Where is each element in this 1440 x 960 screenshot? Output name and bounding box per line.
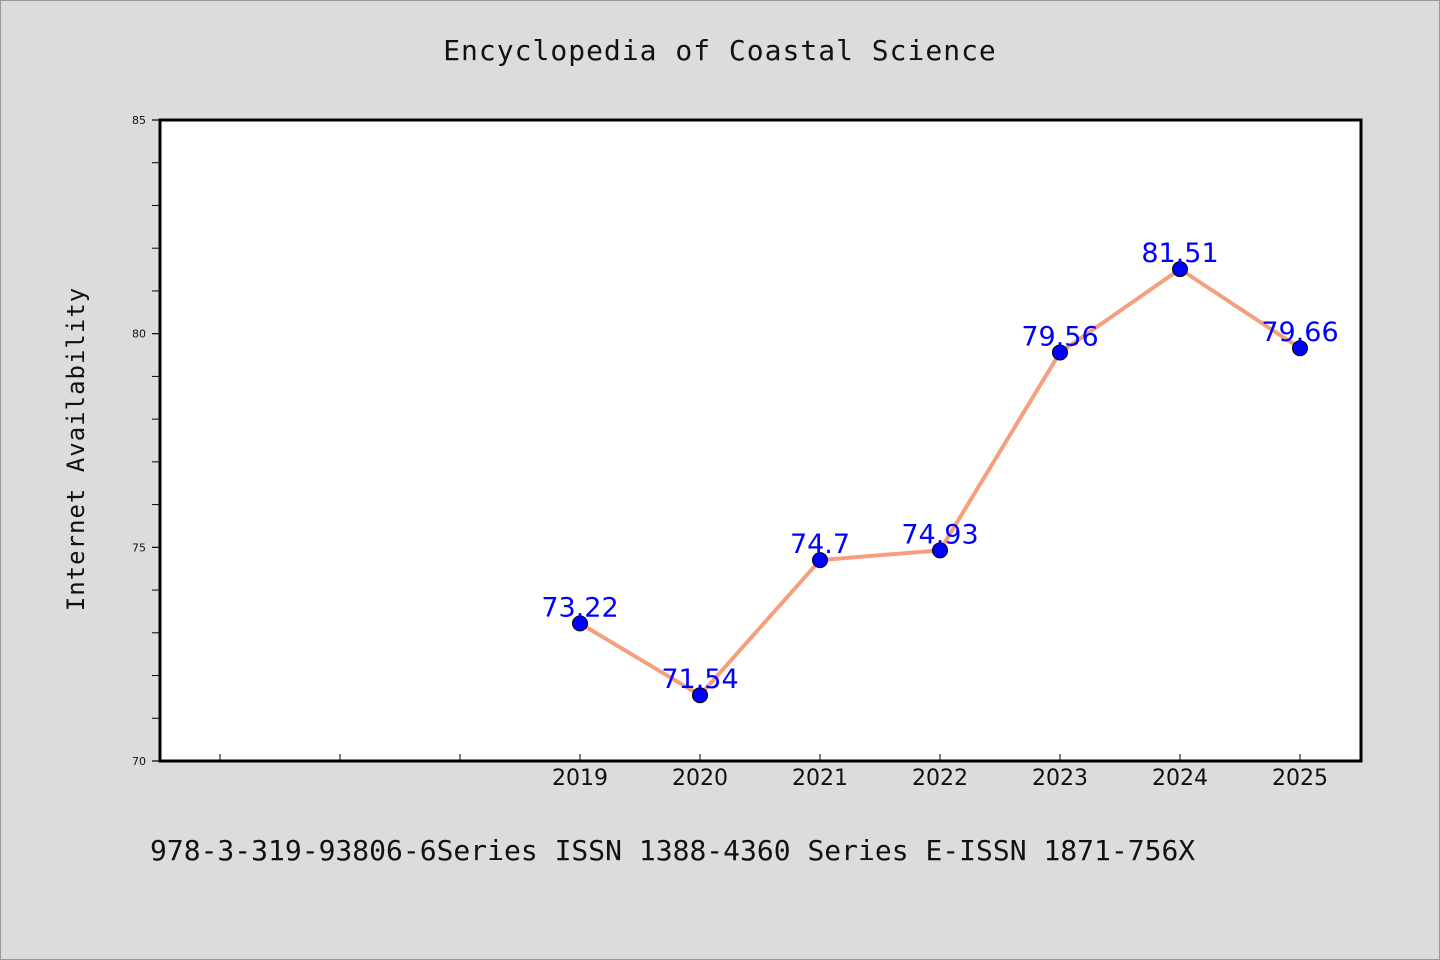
data-label: 81.51: [1141, 238, 1218, 269]
x-tick-label: 2019: [552, 766, 608, 791]
x-tick-label: 2022: [912, 766, 968, 791]
footer-isbn-issn: 978-3-319-93806-6Series ISSN 1388-4360 S…: [150, 834, 1196, 867]
plot-area: [158, 118, 1363, 763]
y-tick-label: 85: [132, 114, 146, 127]
x-axis: 2019 2020 2021 2022 2023 2024 2025: [219, 754, 1328, 791]
data-label: 79.56: [1021, 321, 1098, 352]
data-point: [1172, 261, 1188, 278]
data-point: [932, 542, 948, 559]
data-label: 74.93: [901, 519, 978, 550]
x-tick-label: 2021: [792, 766, 848, 791]
data-label: 73.22: [541, 592, 618, 623]
y-tick-label: 75: [132, 541, 146, 554]
x-tick-label: 2023: [1032, 766, 1088, 791]
data-label: 74.7: [790, 529, 850, 560]
data-point: [1292, 340, 1308, 357]
data-point: [1052, 344, 1068, 361]
chart-title: Encyclopedia of Coastal Science: [443, 34, 997, 67]
x-tick-label: 2024: [1152, 766, 1208, 791]
data-label: 71.54: [661, 664, 738, 695]
data-point: [812, 552, 828, 569]
data-point: [692, 687, 708, 704]
data-labels-group: 73.22 71.54 74.7 74.93 79.56 81.51 79.66: [541, 238, 1338, 695]
x-tick-label: 2020: [672, 766, 728, 791]
markers-group: [572, 261, 1308, 704]
x-tick-label: 2025: [1272, 766, 1328, 791]
data-label: 79.66: [1261, 317, 1338, 348]
y-tick-label: 70: [132, 755, 146, 768]
data-point: [572, 615, 588, 632]
y-tick-label: 80: [132, 328, 146, 341]
y-axis: 70 75 80 85: [132, 114, 160, 768]
